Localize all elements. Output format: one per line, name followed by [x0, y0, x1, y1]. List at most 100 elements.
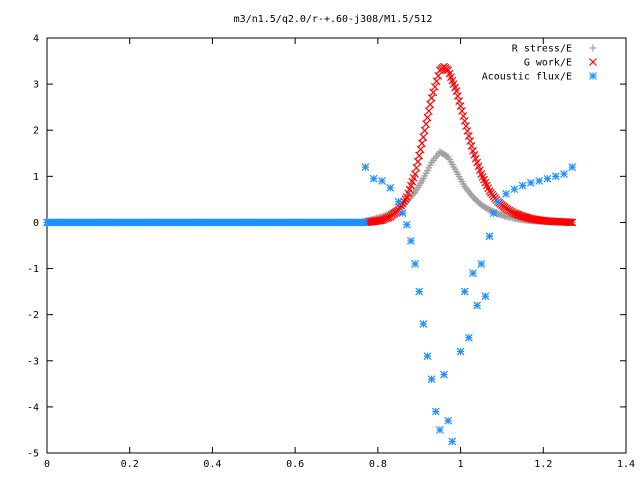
data-point: [535, 177, 544, 185]
data-point: [456, 347, 465, 356]
data-point: [568, 163, 577, 172]
data-point: [426, 100, 435, 109]
data-point: [369, 174, 378, 183]
data-point: [489, 209, 498, 218]
data-point: [462, 122, 471, 130]
data-point: [361, 163, 370, 172]
data-point: [394, 197, 403, 206]
data-point: [456, 102, 465, 110]
data-point: [431, 407, 440, 416]
data-point: [568, 218, 577, 227]
data-point: [410, 190, 418, 198]
x-tick-label: 1: [458, 459, 464, 470]
legend-label: R stress/E: [512, 44, 572, 55]
data-point: [434, 71, 443, 80]
y-tick-label: 0: [33, 218, 39, 229]
x-tick-label: 1.4: [617, 459, 635, 470]
data-point: [452, 87, 461, 95]
data-point: [473, 301, 482, 310]
x-tick-label: 0.2: [121, 459, 139, 470]
data-point: [477, 260, 486, 268]
data-point: [493, 197, 502, 206]
data-point: [560, 170, 568, 178]
legend-label: G work/E: [524, 58, 572, 69]
plot-frame: [46, 37, 627, 454]
y-tick-label: 4: [33, 34, 39, 45]
chart-title: m3/n1.5/q2.0/r-+.60-j308/M1.5/512: [234, 14, 433, 25]
x-tick-label: 0.8: [369, 459, 387, 470]
data-point: [543, 174, 552, 183]
data-point: [566, 218, 575, 227]
data-point: [466, 137, 475, 145]
data-point: [458, 107, 466, 115]
y-tick-label: -3: [27, 356, 39, 367]
data-point: [420, 126, 429, 135]
x-tick-label: 0: [44, 459, 50, 470]
data-point: [481, 292, 490, 301]
y-tick-label: -2: [27, 310, 39, 321]
y-tick-label: 2: [33, 126, 39, 137]
data-point: [422, 120, 431, 128]
data-point: [485, 232, 494, 241]
data-point: [518, 181, 527, 190]
y-tick-label: -4: [27, 402, 39, 413]
y-tick-label: -1: [27, 264, 39, 275]
data-point: [463, 127, 472, 135]
series-layer: [43, 62, 577, 446]
data-point: [398, 209, 407, 218]
y-tick-label: -5: [27, 449, 39, 460]
x-tick-label: 0.4: [203, 459, 221, 470]
data-point: [419, 319, 428, 328]
data-point: [467, 142, 476, 150]
legend: R stress/E G work/E Acoustic flux/E: [482, 44, 597, 83]
data-point: [510, 185, 519, 194]
legend-label: Acoustic flux/E: [482, 72, 572, 83]
legend-marker: [589, 44, 597, 52]
data-point: [412, 163, 421, 172]
data-point: [448, 437, 457, 446]
data-point: [386, 183, 395, 192]
data-point: [526, 178, 535, 187]
data-point: [502, 189, 510, 198]
data-point: [378, 177, 386, 185]
data-point: [360, 218, 369, 227]
data-point: [432, 77, 441, 86]
data-point: [431, 82, 439, 91]
data-point: [429, 88, 438, 97]
legend-marker: [589, 72, 597, 80]
data-point: [565, 218, 574, 227]
data-point: [460, 287, 469, 296]
data-point: [415, 151, 424, 160]
data-point: [402, 220, 411, 229]
y-tick-label: 3: [33, 80, 39, 91]
data-point: [415, 287, 424, 296]
x-tick-label: 0.6: [286, 459, 304, 470]
series-acoustic-flux-e: [43, 163, 577, 446]
data-point: [455, 97, 464, 105]
data-point: [413, 157, 422, 166]
data-point: [469, 269, 477, 278]
data-point: [424, 107, 433, 115]
data-point: [375, 216, 384, 225]
legend-marker: [589, 58, 597, 66]
data-point: [427, 94, 436, 102]
data-point: [418, 139, 426, 148]
data-point: [435, 426, 444, 434]
x-tick-label: 1.2: [534, 459, 552, 470]
data-point: [453, 92, 462, 100]
data-point: [440, 370, 448, 379]
data-point: [459, 112, 468, 120]
data-point: [419, 133, 428, 142]
series-g-work-e: [361, 62, 577, 227]
data-point: [416, 145, 425, 154]
data-point: [411, 170, 420, 178]
data-point: [411, 260, 420, 268]
data-point: [460, 117, 469, 125]
y-tick-label: 1: [33, 172, 39, 183]
data-point: [423, 352, 432, 361]
data-point: [423, 113, 432, 122]
data-point: [407, 236, 415, 245]
data-point: [427, 375, 436, 384]
